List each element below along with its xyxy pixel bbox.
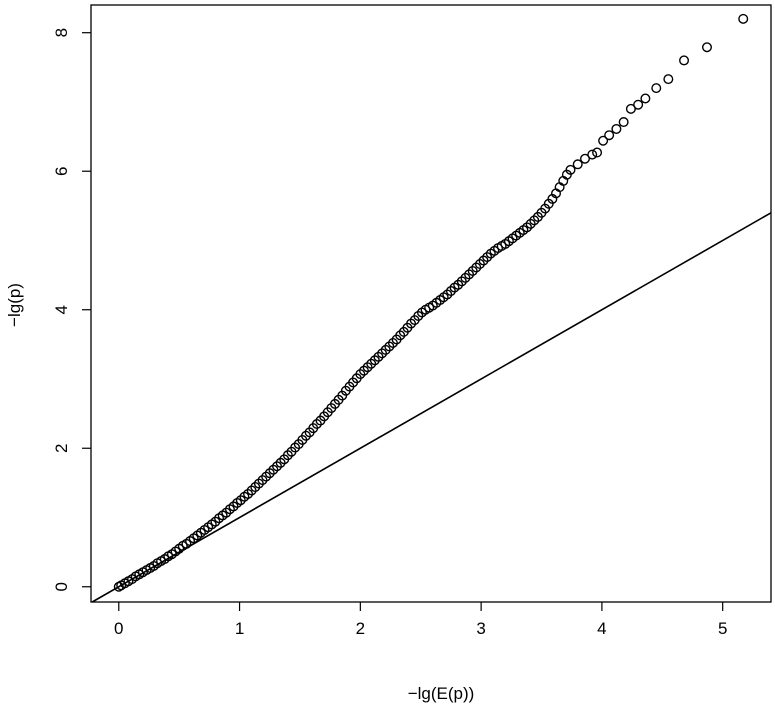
x-tick-label: 4: [597, 619, 606, 638]
data-point: [651, 83, 662, 94]
x-axis: 0 1 2 3 4 5: [114, 602, 727, 638]
data-point: [598, 135, 609, 146]
plot-frame: [90, 4, 772, 603]
data-point: [625, 103, 636, 114]
reference-line: [91, 212, 772, 603]
x-tick-label: 2: [356, 619, 365, 638]
data-point: [604, 130, 615, 141]
x-tick-label: 0: [114, 619, 123, 638]
x-tick-label: 3: [476, 619, 485, 638]
x-tick-label: 5: [718, 619, 727, 638]
data-point: [618, 117, 629, 128]
y-axis-label: −lg(p): [5, 283, 24, 327]
data-point: [611, 123, 622, 134]
y-tick-label: 4: [52, 305, 71, 314]
data-point: [640, 93, 651, 104]
data-point: [679, 55, 690, 66]
data-point: [587, 149, 598, 160]
x-tick-label: 1: [235, 619, 244, 638]
data-point: [580, 153, 591, 164]
x-axis-label: −lg(E(p)): [408, 684, 475, 703]
data-point: [701, 42, 712, 53]
y-tick-label: 8: [52, 28, 71, 37]
data-point: [565, 164, 576, 175]
y-tick-label: 2: [52, 444, 71, 453]
data-point: [633, 99, 644, 110]
data-point: [663, 74, 674, 85]
y-tick-label: 6: [52, 166, 71, 175]
y-axis: 0 2 4 6 8: [52, 28, 91, 591]
data-point: [592, 147, 603, 158]
reference-line-layer: [91, 212, 772, 603]
data-point: [572, 159, 583, 170]
data-point: [738, 13, 749, 24]
points-layer: [113, 13, 749, 592]
y-tick-label: 0: [52, 582, 71, 591]
